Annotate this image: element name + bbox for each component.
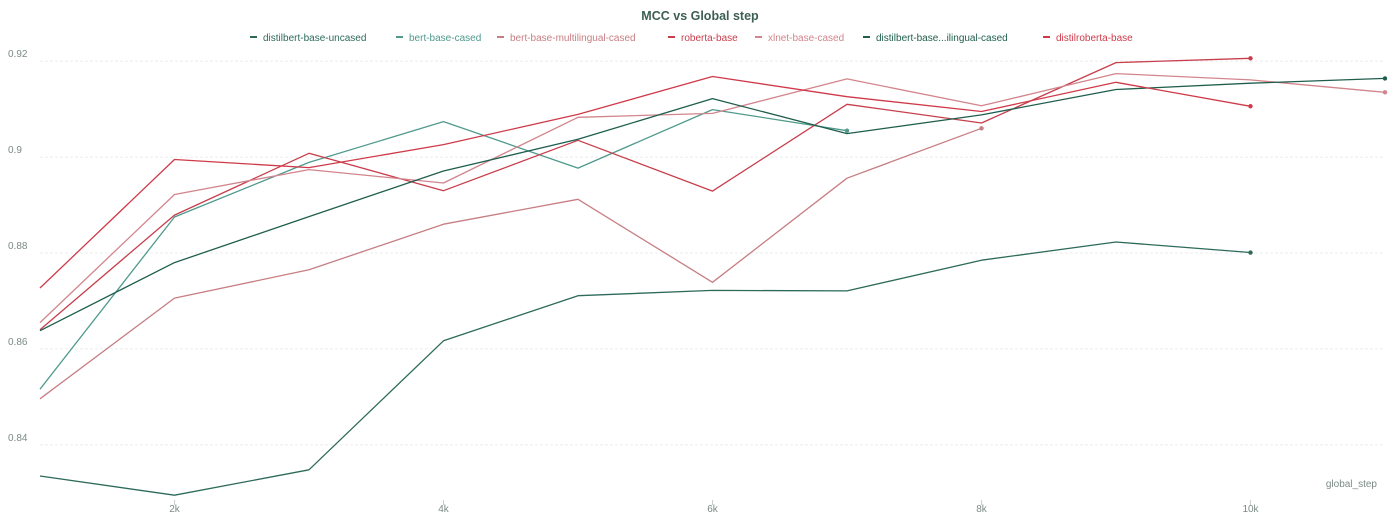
series-end-point bbox=[1248, 104, 1253, 109]
series-line bbox=[39, 57, 1251, 331]
series-end-point bbox=[844, 128, 850, 133]
legend-label: distilbert-base...ilingual-cased bbox=[876, 33, 1008, 44]
axis-layer: 0.84 0.86 0.88 0.9 0.92 2k 4k 6k 8k 10k global_ste… bbox=[8, 49, 1377, 515]
series-line bbox=[39, 75, 1251, 289]
y-tick-label: 0.88 bbox=[8, 241, 28, 252]
legend-item[interactable]: distilbert-base...ilingual-cased bbox=[863, 33, 1008, 44]
y-tick-label: 0.84 bbox=[8, 433, 28, 444]
series-end-point bbox=[1382, 76, 1388, 81]
legend-swatch bbox=[755, 36, 762, 39]
legend-label: roberta-base bbox=[681, 33, 738, 44]
series-line bbox=[39, 72, 1386, 324]
legend-item[interactable]: distilroberta-base bbox=[1043, 33, 1133, 44]
x-tick-label: 6k bbox=[707, 504, 719, 515]
legend-swatch bbox=[497, 36, 504, 39]
legend-item[interactable]: xlnet-base-cased bbox=[755, 33, 844, 44]
legend-swatch bbox=[396, 36, 403, 39]
legend-swatch bbox=[863, 36, 870, 39]
series-line bbox=[39, 241, 1251, 496]
y-tick-label: 0.86 bbox=[8, 337, 28, 348]
series-end-point bbox=[1382, 90, 1388, 95]
legend-item[interactable]: bert-base-cased bbox=[396, 33, 481, 44]
series-end-point bbox=[1248, 56, 1253, 61]
series-end-point bbox=[1248, 250, 1253, 255]
x-tick-label: 2k bbox=[169, 504, 181, 515]
x-axis-label: global_step bbox=[1326, 479, 1378, 490]
legend-label: xlnet-base-cased bbox=[768, 33, 845, 44]
legend-label: distilbert-base-uncased bbox=[263, 33, 367, 44]
series-line bbox=[39, 77, 1386, 332]
legend-swatch bbox=[250, 36, 257, 39]
y-tick-label: 0.92 bbox=[8, 49, 28, 60]
legend-item[interactable]: roberta-base bbox=[668, 33, 738, 44]
legend-item[interactable]: distilbert-base-uncased bbox=[250, 33, 366, 44]
legend-swatch bbox=[1043, 36, 1050, 39]
x-tick-label: 10k bbox=[1242, 504, 1259, 515]
legend-label: bert-base-cased bbox=[409, 33, 482, 44]
series-layer bbox=[39, 56, 1388, 496]
legend-item[interactable]: bert-base-multilingual-cased bbox=[497, 33, 636, 44]
y-tick-label: 0.9 bbox=[8, 145, 22, 156]
series-line bbox=[39, 127, 982, 400]
x-tick-label: 8k bbox=[976, 504, 988, 515]
x-tick-label: 4k bbox=[438, 504, 450, 515]
legend-label: distilroberta-base bbox=[1056, 33, 1133, 44]
chart-title: MCC vs Global step bbox=[641, 9, 759, 23]
series-end-point bbox=[979, 126, 984, 131]
legend-swatch bbox=[668, 36, 675, 39]
legend-label: bert-base-multilingual-cased bbox=[510, 33, 636, 44]
series-line bbox=[39, 108, 848, 390]
grid-layer bbox=[40, 60, 1385, 446]
chart-legend: distilbert-base-uncased bert-base-cased be… bbox=[0, 33, 1400, 47]
